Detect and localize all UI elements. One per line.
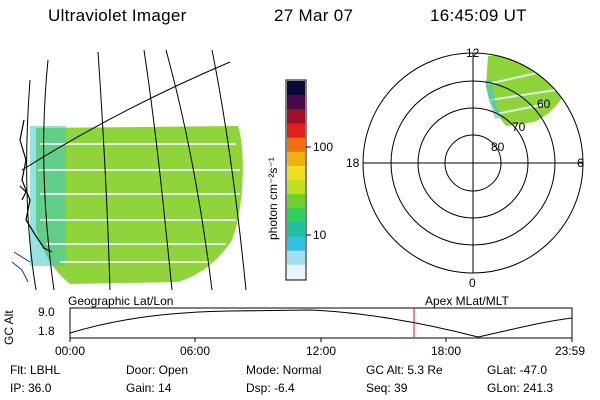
colorbar-tick-10: 10	[313, 228, 327, 242]
observation-date: 27 Mar 07	[274, 6, 354, 25]
polar-plot	[362, 52, 584, 274]
colorbar-segment	[287, 222, 305, 238]
polar-lat-80: 80	[491, 140, 505, 154]
altitude-ylabel: GC Alt	[2, 310, 16, 345]
altitude-xtick-4: 23:59	[555, 344, 586, 358]
altitude-xtick-0: 00:00	[55, 344, 86, 358]
colorbar-segment	[287, 208, 305, 223]
colorbar-segment	[287, 81, 305, 96]
polar-mlt-0: 0	[469, 276, 476, 290]
altitude-xtick-2: 12:00	[306, 344, 337, 358]
colorbar-segment	[287, 236, 305, 252]
altitude-plot	[69, 307, 573, 342]
geographic-panel-label: Geographic Lat/Lon	[68, 294, 174, 308]
geographic-image	[12, 50, 247, 290]
colorbar-tick-100: 100	[313, 140, 334, 154]
apex-panel-label: Apex MLat/MLT	[425, 294, 509, 308]
colorbar-segment	[287, 180, 305, 195]
colorbar-segment	[287, 194, 305, 209]
status-glat: GLat: -47.0	[487, 363, 548, 377]
polar-mlt-12: 12	[466, 46, 480, 60]
status-mode: Mode: Normal	[246, 363, 322, 377]
colorbar-segment	[287, 250, 305, 266]
status-ip: IP: 36.0	[10, 381, 52, 395]
polar-mlt-6: 6	[577, 156, 584, 170]
instrument-title: Ultraviolet Imager	[48, 6, 187, 25]
colorbar-segment	[287, 137, 305, 153]
altitude-ytick-high: 9.0	[38, 305, 55, 319]
altitude-ytick-low: 1.8	[38, 324, 55, 338]
polar-mlt-18: 18	[346, 156, 360, 170]
colorbar-segment	[287, 95, 305, 110]
status-gain: Gain: 14	[126, 381, 172, 395]
altitude-xtick-3: 18:00	[431, 344, 462, 358]
status-gc-alt: GC Alt: 5.3 Re	[366, 363, 443, 377]
colorbar-segment	[287, 123, 305, 139]
status-seq: Seq: 39	[366, 381, 408, 395]
altitude-xtick-1: 06:00	[180, 344, 211, 358]
colorbar	[285, 79, 311, 281]
colorbar-segment	[287, 165, 305, 181]
colorbar-segment	[287, 151, 305, 167]
colorbar-segment	[287, 264, 305, 280]
colorbar-unit-label: photon cm⁻²s⁻¹	[266, 157, 280, 240]
status-dsp: Dsp: -6.4	[246, 381, 295, 395]
colorbar-segment	[287, 109, 305, 124]
polar-lat-60: 60	[537, 97, 551, 111]
polar-lat-70: 70	[512, 120, 526, 134]
status-flt: Flt: LBHL	[10, 363, 61, 377]
observation-time: 16:45:09 UT	[430, 6, 527, 25]
status-glon: GLon: 241.3	[487, 381, 554, 395]
status-door: Door: Open	[126, 363, 189, 377]
